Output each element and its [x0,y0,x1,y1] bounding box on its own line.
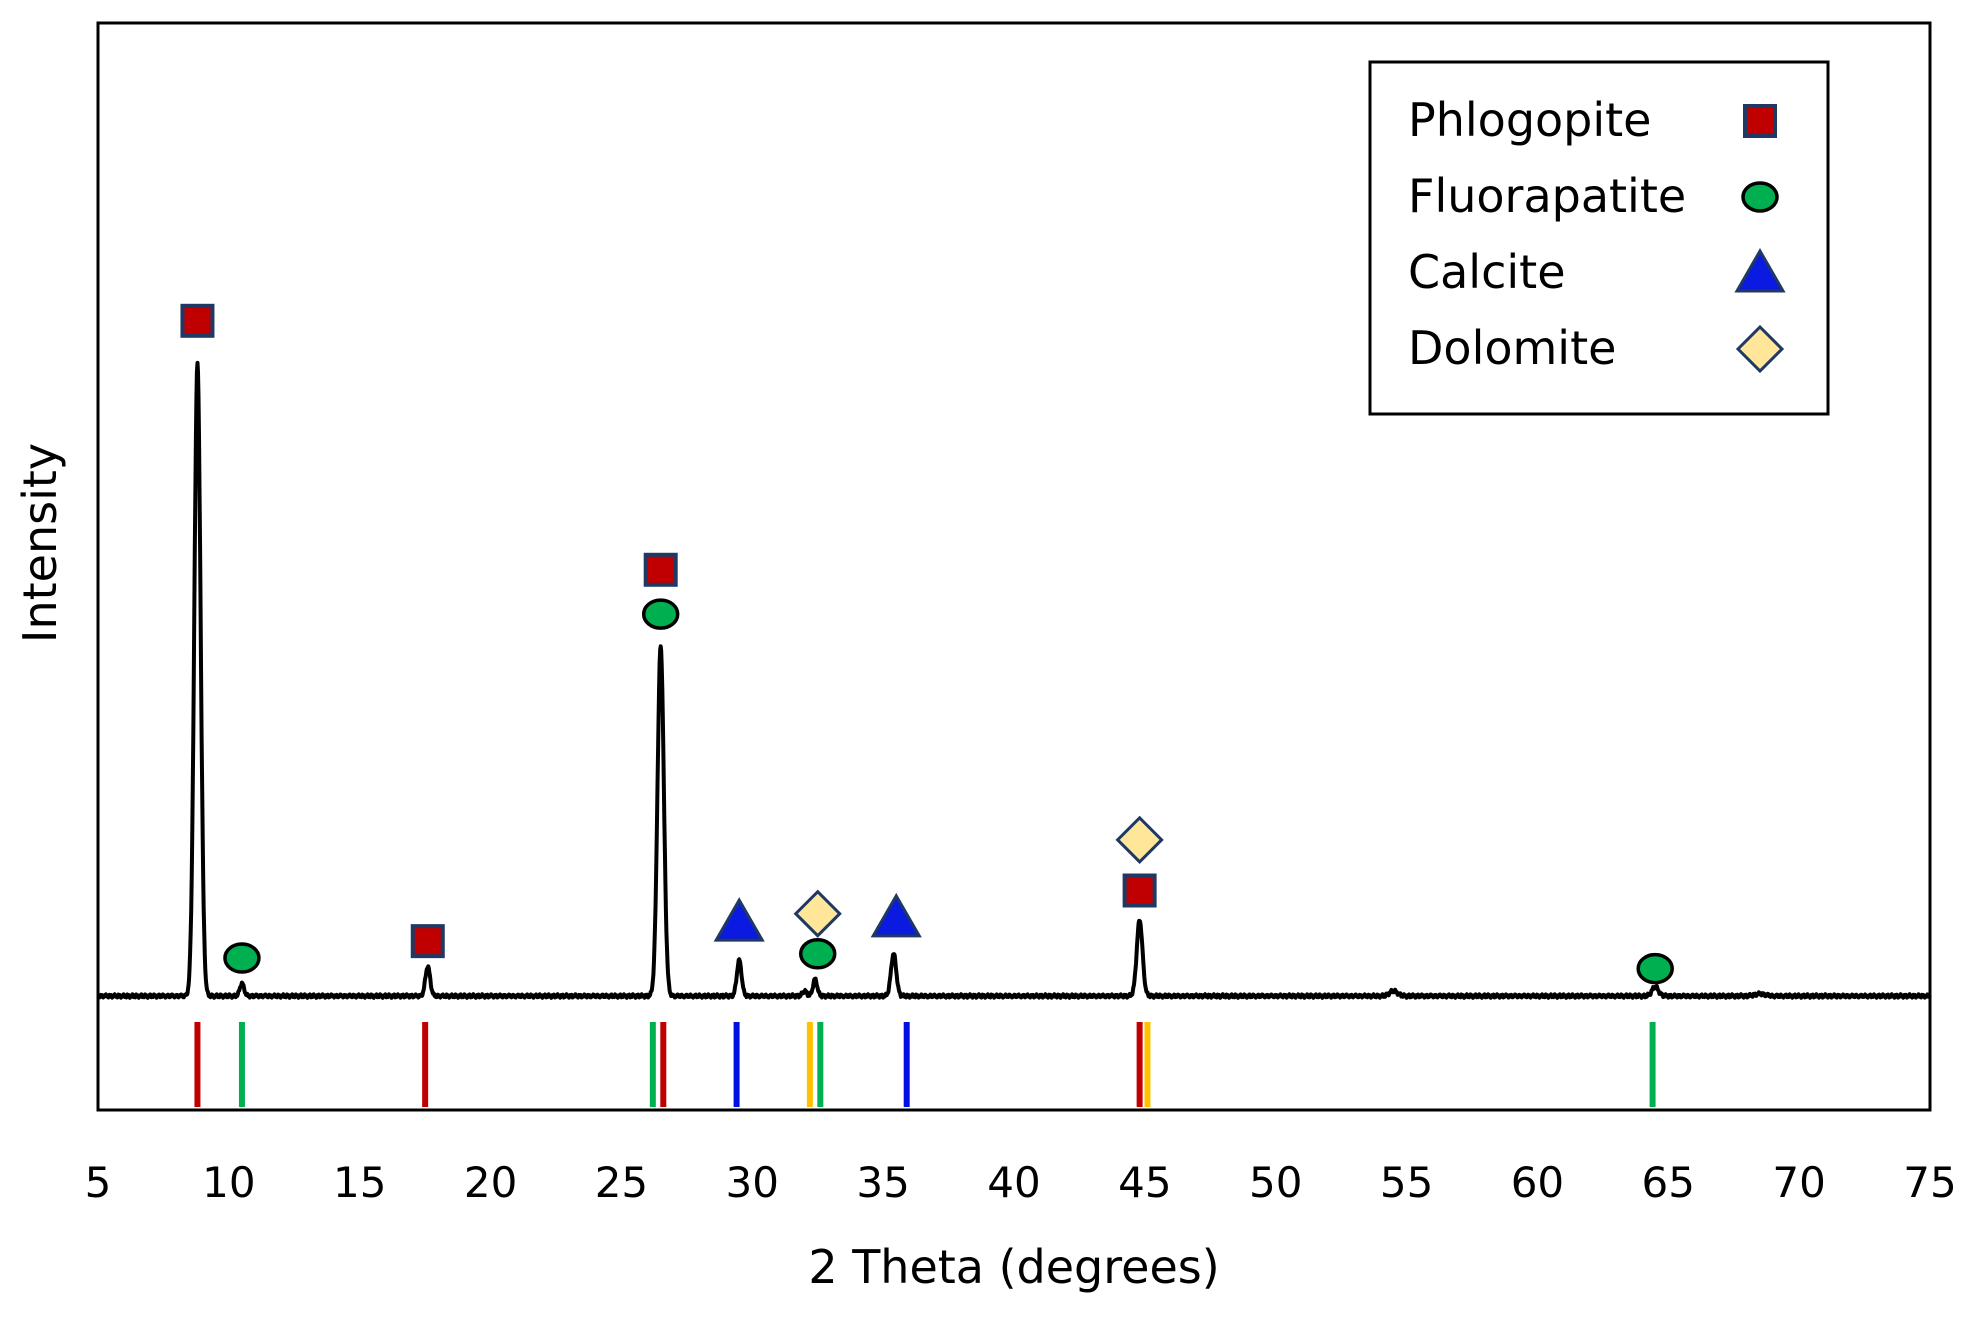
legend-dolomite-marker [1735,324,1785,374]
x-tick-label: 20 [464,1158,517,1207]
fluorapatite-marker [641,598,680,630]
y-axis-label: Intensity [13,443,67,643]
x-tick-label: 70 [1772,1158,1825,1207]
x-axis-label: 2 Theta (degrees) [808,1240,1219,1294]
x-tick-label: 65 [1642,1158,1695,1207]
x-tick-label: 40 [987,1158,1040,1207]
legend-phlogopite-marker [1743,104,1777,138]
x-tick-label: 5 [85,1158,112,1207]
legend-fluorapatite-marker [1741,181,1779,213]
legend-label-phlogopite: Phlogopite [1408,93,1651,147]
x-tick-label: 55 [1380,1158,1433,1207]
x-tick-label: 60 [1511,1158,1564,1207]
phlogopite-marker [180,303,215,338]
x-tick-label: 30 [726,1158,779,1207]
x-tick-labels: 5 10 15 20 25 30 35 40 45 50 55 60 65 70 75 [85,1158,1957,1207]
calcite-marker [713,897,765,942]
dolomite-marker [1115,815,1164,864]
x-tick-label: 35 [856,1158,909,1207]
x-tick-label: 45 [1118,1158,1171,1207]
fluorapatite-marker [798,938,837,970]
legend-label-calcite: Calcite [1408,245,1566,299]
plot-frame [96,21,1932,1112]
x-tick-label: 75 [1903,1158,1956,1207]
peak-markers [180,303,1674,985]
x-tick-label: 10 [202,1158,255,1207]
fluorapatite-marker [1636,952,1674,985]
phlogopite-marker [1122,873,1157,908]
phlogopite-marker [410,924,445,959]
x-tick-label: 25 [595,1158,648,1207]
x-tick-label: 15 [333,1158,386,1207]
xrd-pattern-line [96,360,1932,1000]
legend-label-dolomite: Dolomite [1408,321,1616,375]
fluorapatite-marker [223,942,261,974]
legend-label-fluorapatite: Fluorapatite [1408,169,1686,223]
phlogopite-marker [643,552,678,587]
legend-calcite-marker [1734,247,1786,293]
dolomite-marker [793,889,842,938]
reference-lines [194,1022,1656,1107]
calcite-marker [870,892,922,938]
x-tick-label: 50 [1249,1158,1302,1207]
legend: Phlogopite Fluorapatite Calcite Dolomite [1368,60,1830,416]
